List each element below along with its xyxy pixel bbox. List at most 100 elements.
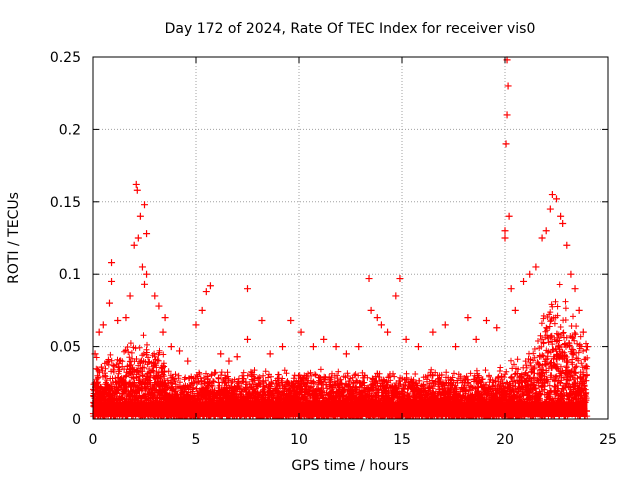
data-point	[571, 285, 579, 293]
y-tick-label: 0.15	[50, 195, 81, 211]
data-point	[95, 328, 103, 336]
data-point	[355, 343, 363, 351]
data-point	[266, 350, 274, 358]
x-tick-label: 20	[496, 432, 514, 448]
data-point	[233, 353, 241, 361]
data-point	[132, 180, 140, 188]
data-point	[332, 343, 340, 351]
plot-frame	[92, 56, 609, 420]
data-point	[143, 230, 151, 238]
data-point	[279, 343, 287, 351]
data-point	[297, 328, 305, 336]
data-point	[504, 82, 512, 90]
data-point	[136, 212, 144, 220]
data-point	[563, 241, 571, 249]
data-point	[184, 357, 192, 365]
data-point	[342, 350, 350, 358]
data-point	[141, 280, 148, 288]
data-point	[414, 343, 422, 351]
y-tick-label: 0.2	[59, 122, 81, 138]
y-tick-label: 0.1	[59, 267, 81, 283]
data-point	[202, 288, 210, 296]
y-tick-label: 0.05	[50, 340, 81, 356]
x-tick-label: 15	[393, 432, 411, 448]
data-point	[138, 263, 146, 271]
data-point	[114, 317, 122, 325]
noise-band	[89, 281, 591, 420]
data-point	[133, 186, 141, 194]
chart-title: Day 172 of 2024, Rate Of TEC Index for r…	[165, 21, 536, 37]
data-point	[206, 282, 214, 290]
data-point	[151, 292, 159, 300]
data-point	[441, 321, 449, 329]
data-point	[429, 328, 437, 336]
data-point	[155, 302, 163, 310]
noise-markers	[89, 281, 591, 420]
data-point	[244, 285, 251, 293]
x-tick-label: 0	[89, 432, 98, 448]
data-point	[520, 277, 528, 285]
data-point	[143, 270, 151, 278]
data-point	[526, 270, 534, 278]
data-point	[502, 140, 510, 148]
data-point	[365, 275, 373, 283]
data-point	[287, 317, 295, 325]
data-point	[244, 335, 251, 343]
y-tick-label: 0	[72, 412, 81, 428]
data-point	[192, 321, 200, 329]
data-point	[392, 292, 400, 300]
data-point	[309, 343, 317, 351]
data-point	[559, 220, 567, 228]
data-point	[505, 212, 513, 220]
axis-ticks: 0 5 10 15 20 25 0 0.05 0.1 0.15 0.2 0.25	[50, 50, 617, 448]
y-tick-label: 0.25	[50, 50, 81, 66]
x-tick-label: 25	[599, 432, 617, 448]
data-point	[402, 335, 410, 343]
data-point	[141, 201, 148, 209]
data-point	[108, 277, 116, 285]
data-point	[217, 350, 225, 358]
data-point	[225, 357, 233, 365]
data-point	[320, 335, 328, 343]
data-point	[503, 111, 511, 119]
data-point	[464, 314, 472, 322]
data-point	[396, 275, 404, 283]
data-point	[472, 335, 480, 343]
data-point	[126, 292, 134, 300]
data-points	[91, 56, 591, 365]
data-point	[575, 306, 583, 314]
data-point	[557, 212, 565, 220]
data-point	[176, 347, 184, 355]
data-point	[548, 191, 556, 199]
data-point	[532, 263, 540, 271]
data-point	[99, 321, 107, 329]
data-point	[108, 259, 116, 267]
data-point	[579, 328, 587, 336]
data-point	[538, 234, 546, 242]
data-point	[482, 317, 490, 325]
data-point	[122, 314, 130, 322]
data-point	[377, 321, 385, 329]
x-tick-label: 5	[192, 432, 201, 448]
data-point	[553, 195, 560, 203]
data-point	[384, 328, 392, 336]
data-point	[167, 343, 175, 351]
data-point	[105, 299, 113, 307]
y-axis-label: ROTI / TECUs	[6, 192, 22, 284]
data-point	[130, 241, 138, 249]
data-point	[373, 314, 381, 322]
data-point	[507, 285, 515, 293]
data-point	[501, 227, 509, 235]
data-point	[493, 324, 501, 332]
data-point	[198, 306, 206, 314]
data-point	[542, 227, 550, 235]
data-point	[367, 306, 375, 314]
x-axis-label: GPS time / hours	[291, 458, 408, 474]
data-point	[567, 270, 575, 278]
data-point	[258, 317, 266, 325]
x-tick-label: 10	[290, 432, 308, 448]
data-point	[511, 306, 519, 314]
data-point	[134, 234, 142, 242]
data-point	[159, 328, 167, 336]
